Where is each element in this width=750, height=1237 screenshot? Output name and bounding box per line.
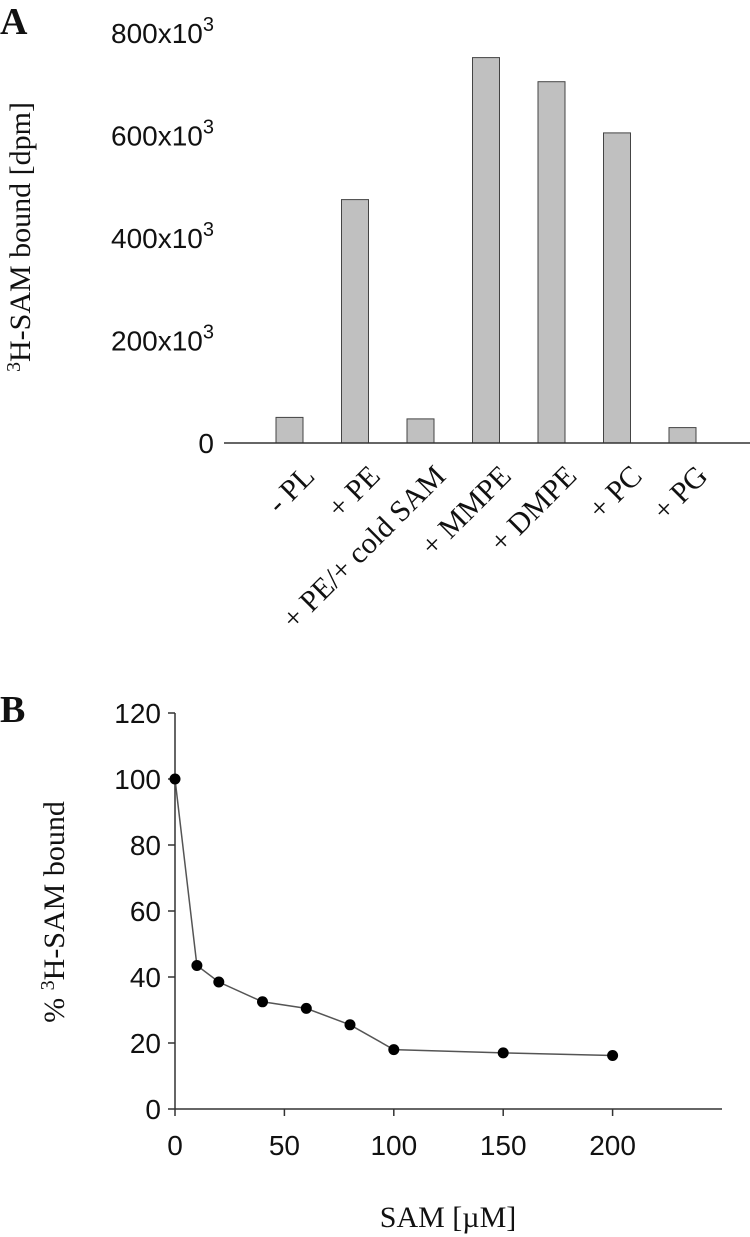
panel-b-x-axis-label: SAM [µM] bbox=[380, 1201, 516, 1234]
panel-a-y-tick-sup-1: 3 bbox=[203, 322, 214, 344]
panel-a-y-tick-base-0: 0 bbox=[198, 428, 214, 459]
panel-a-y-tick-label-2: 400x103 bbox=[111, 219, 214, 254]
panel-b-y-ticks: 0 20 40 60 80 100 120 bbox=[114, 698, 175, 1125]
category-label-5: + PC bbox=[582, 459, 649, 526]
data-point-1 bbox=[191, 960, 203, 971]
panel-b-y-axis-label-prefix: % bbox=[38, 990, 71, 1023]
panel-b-y-tick-label-4: 80 bbox=[130, 830, 161, 861]
panel-a-y-tick-sup-2: 3 bbox=[203, 219, 214, 241]
bar-1 bbox=[341, 199, 369, 444]
panel-label-a: A bbox=[0, 1, 28, 43]
data-point-4 bbox=[300, 1002, 312, 1014]
bar-2 bbox=[406, 418, 435, 444]
panel-b-y-axis-label: % 3H-SAM bound bbox=[37, 801, 71, 1023]
panel-a-y-tick-label-0: 0 bbox=[198, 428, 214, 459]
panel-a-y-tick-base-4: 800x10 bbox=[111, 18, 203, 49]
panel-b-y-tick-label-5: 100 bbox=[114, 764, 161, 795]
panel-b-y-tick-label-2: 40 bbox=[130, 962, 161, 993]
panel-b-y-tick-label-0: 0 bbox=[145, 1094, 161, 1125]
panel-a-y-axis-label: 3H-SAM bound [dpm] bbox=[3, 102, 37, 372]
panel-a-y-tick-base-1: 200x10 bbox=[111, 326, 203, 357]
panel-b-x-tick-label-3: 150 bbox=[480, 1130, 527, 1161]
panel-b-x-tick-label-2: 100 bbox=[370, 1130, 417, 1161]
panel-a-bars bbox=[275, 57, 697, 444]
data-point-5 bbox=[344, 1019, 356, 1031]
panel-a-y-tick-base-3: 600x10 bbox=[111, 121, 203, 152]
bar-4 bbox=[537, 81, 566, 444]
bar-0 bbox=[275, 416, 304, 444]
bar-6 bbox=[668, 427, 697, 444]
panel-b-y-tick-label-1: 20 bbox=[130, 1028, 161, 1059]
data-point-7 bbox=[497, 1047, 509, 1059]
panel-label-b: B bbox=[0, 689, 25, 731]
panel-b-data-points bbox=[169, 773, 619, 1061]
panel-b-x-tick-label-4: 200 bbox=[589, 1130, 636, 1161]
data-point-0 bbox=[169, 773, 181, 785]
panel-a-category-labels: - PL + PE+ PE/+ cold SAM+ MMPE+ DMPE+ PC+… bbox=[261, 459, 714, 635]
data-point-6 bbox=[388, 1044, 400, 1056]
panel-b-x-ticks: 0 50 100 150 200 bbox=[167, 1109, 636, 1161]
panel-a-y-axis-label-text: H-SAM bound [dpm] bbox=[4, 102, 37, 362]
bar-3 bbox=[472, 57, 500, 444]
category-label-0: - PL bbox=[261, 459, 321, 519]
panel-a-y-tick-base-2: 400x10 bbox=[111, 223, 203, 254]
panel-b-y-axis-label-superscript: 3 bbox=[37, 980, 59, 990]
panel-b-series-line bbox=[174, 778, 613, 1057]
panel-a-y-tick-sup-3: 3 bbox=[203, 117, 214, 139]
panel-b-y-tick-label-3: 60 bbox=[130, 896, 161, 927]
panel-a-y-tick-label-1: 200x103 bbox=[111, 322, 214, 357]
data-point-3 bbox=[257, 996, 268, 1008]
category-label-6: + PG bbox=[646, 459, 714, 527]
data-point-2 bbox=[213, 976, 225, 988]
data-point-8 bbox=[607, 1050, 619, 1061]
panel-a-y-tick-label-3: 600x103 bbox=[111, 117, 214, 152]
panel-a-y-tick-label-4: 800x103 bbox=[111, 14, 214, 49]
panel-b-y-tick-label-6: 120 bbox=[114, 698, 161, 729]
panel-b-x-tick-label-1: 50 bbox=[269, 1130, 300, 1161]
panel-a-y-axis-label-superscript: 3 bbox=[3, 362, 25, 372]
panel-b-x-tick-label-0: 0 bbox=[167, 1130, 183, 1161]
panel-a-y-tick-sup-4: 3 bbox=[203, 14, 214, 36]
panel-b-y-axis-label-text: H-SAM bound bbox=[38, 801, 71, 980]
bar-5 bbox=[603, 132, 631, 444]
